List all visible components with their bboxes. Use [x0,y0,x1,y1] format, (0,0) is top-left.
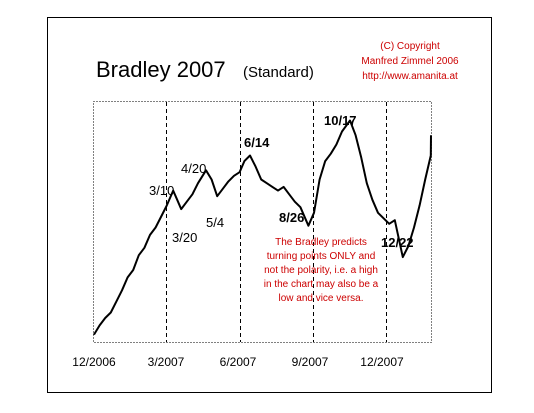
annotation-8-26: 8/26 [279,210,304,225]
annotation-6-14: 6/14 [244,135,270,150]
plot-area [93,101,432,343]
annotation-12-22: 12/22 [381,235,414,250]
note-line-4: in the chart may also be a [264,279,379,290]
chart-subtitle: (Standard) [243,64,314,81]
note-line-3: not the polarity, i.e. a high [264,265,378,276]
chart-frame [47,17,492,393]
x-tick-label: 12/2007 [360,355,404,369]
copyright-line-3: http://www.amanita.at [362,71,458,82]
x-tick-label: 6/2007 [220,355,257,369]
series-line-bradley [93,119,432,336]
annotation-3-20: 3/20 [172,230,197,245]
annotation-5-4: 5/4 [206,215,224,230]
copyright-line-2: Manfred Zimmel 2006 [361,56,459,67]
annotation-10-17: 10/17 [324,113,357,128]
chart-title: Bradley 2007 [96,57,226,82]
copyright-line-1: (C) Copyright [380,41,440,52]
note-line-5: low and vice versa. [278,293,363,304]
x-tick-label: 9/2007 [292,355,329,369]
x-tick-label: 12/2006 [72,355,116,369]
annotation-4-20: 4/20 [181,161,206,176]
note-line-1: The Bradley predicts [275,237,367,248]
x-tick-label: 3/2007 [148,355,185,369]
note-line-2: turning points ONLY and [267,251,376,262]
annotation-3-10: 3/10 [149,183,174,198]
